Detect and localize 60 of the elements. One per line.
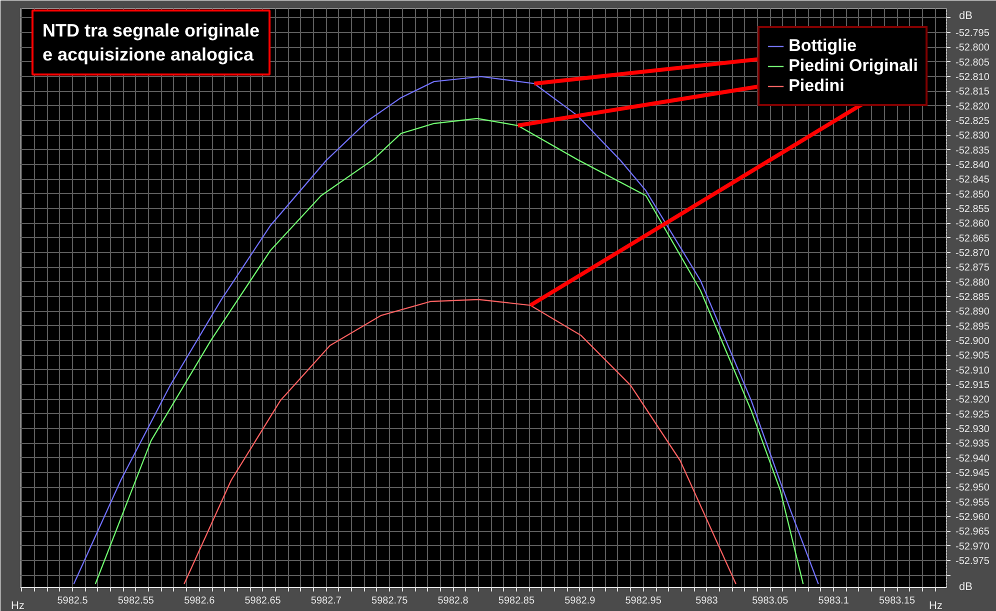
y-tick-label: -52.800 (956, 42, 990, 54)
y-tick-label: -52.845 (956, 174, 990, 186)
text: NTD tra segnale originale e acquisizione analogica (42, 20, 260, 64)
y-tick-label: -52.920 (956, 394, 990, 406)
legend-label: Piedini Originali (788, 56, 918, 76)
y-tick-label: -52.900 (956, 336, 990, 348)
y-tick-label: -52.805 (956, 57, 990, 68)
y-tick-label: -52.965 (956, 526, 990, 538)
y-tick-label: -52.960 (956, 512, 990, 524)
y-tick-label: -52.915 (956, 380, 990, 392)
y-axis-title: dB (959, 9, 972, 24)
y-tick-label: -52.975 (956, 556, 990, 568)
x-tick-label: 5983.05 (752, 596, 789, 606)
y-tick-label: -52.825 (956, 116, 990, 128)
y-tick-label: -52.910 (956, 365, 990, 376)
y-tick-label: -52.810 (956, 72, 990, 84)
x-tick-label: 5982.65 (244, 596, 282, 606)
y-tick-label: -52.930 (956, 424, 990, 436)
y-tick-label: -52.870 (956, 248, 990, 260)
x-tick-label: 5982.8 (438, 596, 469, 606)
x-tick-label: 5982.85 (498, 596, 535, 606)
text: Hz (929, 600, 942, 611)
y-tick-label: -52.885 (956, 292, 990, 304)
x-tick-label: 5982.6 (184, 596, 216, 606)
y-tick-label: -52.895 (956, 321, 990, 332)
x-tick-label: 5982.95 (625, 596, 662, 606)
x-tick-label: 5982.5 (57, 596, 88, 606)
legend-label: Piedini (788, 76, 844, 96)
y-tick-label: -52.830 (956, 130, 990, 142)
y-tick-label: -52.940 (956, 453, 990, 464)
y-tick-label: -52.850 (956, 189, 990, 200)
x-tick-label: 5983 (696, 596, 718, 606)
y-tick-label: -52.795 (956, 28, 990, 40)
legend-label: Bottiglie (788, 36, 857, 56)
y-tick-label: -52.840 (956, 160, 990, 172)
x-tick-label: 5983.1 (818, 596, 850, 606)
y-tick-label: -52.890 (956, 306, 990, 318)
x-tick-label: 5982.55 (118, 596, 154, 606)
y-tick-label: -52.865 (956, 233, 990, 244)
y-tick-label: -52.945 (956, 468, 990, 480)
x-axis-title: Hz (11, 599, 24, 611)
y-tick-label: -52.925 (956, 409, 990, 420)
y-tick-label: -52.875 (956, 262, 990, 274)
y-tick-label: -52.905 (956, 350, 990, 362)
y-tick-label: -52.855 (956, 204, 990, 216)
text: dB (959, 581, 972, 593)
y-tick-label: -52.935 (956, 438, 990, 450)
x-tick-label: 5982.9 (564, 596, 596, 606)
y-tick-label: -52.860 (956, 218, 990, 230)
x-tick-label: 5982.7 (310, 596, 342, 606)
y-tick-label: -52.820 (956, 101, 990, 112)
y-tick-label: -52.835 (956, 145, 990, 156)
y-tick-label: -52.880 (956, 277, 990, 288)
y-tick-label: -52.955 (956, 497, 990, 508)
y-tick-label: -52.970 (956, 541, 990, 552)
x-tick-label: 5982.75 (372, 596, 408, 606)
x-tick-label: 5983.15 (878, 596, 916, 606)
y-tick-label: -52.815 (956, 86, 990, 98)
line-series (184, 298, 737, 585)
y-tick-label: -52.950 (956, 482, 990, 494)
